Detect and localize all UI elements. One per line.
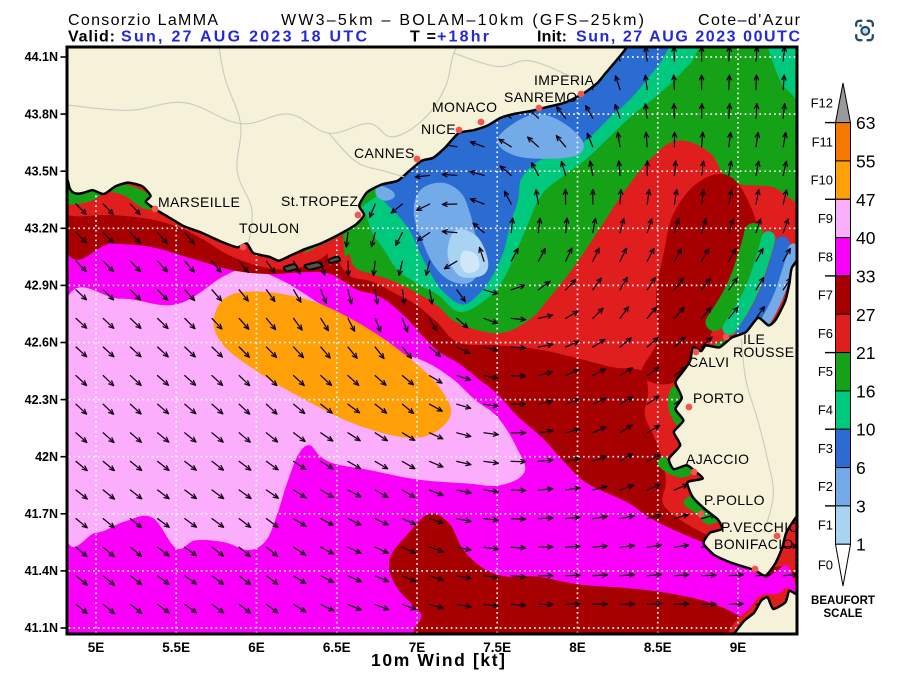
svg-text:St.TROPEZ: St.TROPEZ xyxy=(281,193,359,209)
svg-text:33: 33 xyxy=(856,266,875,286)
svg-text:43.2N: 43.2N xyxy=(25,222,58,236)
svg-text:8E: 8E xyxy=(569,640,586,655)
svg-text:P.VECCHIO: P.VECCHIO xyxy=(721,519,800,535)
svg-text:CALVI: CALVI xyxy=(688,354,729,370)
svg-text:41.7N: 41.7N xyxy=(25,507,58,521)
svg-text:F8: F8 xyxy=(818,249,833,264)
svg-text:Sun, 27 AUG 2023 18 UTC: Sun, 27 AUG 2023 18 UTC xyxy=(121,29,367,46)
svg-text:F12: F12 xyxy=(811,96,833,111)
svg-text:6E: 6E xyxy=(248,640,265,655)
svg-text:F4: F4 xyxy=(818,403,833,418)
svg-text:F6: F6 xyxy=(818,326,833,341)
svg-text:AJACCIO: AJACCIO xyxy=(686,451,749,467)
svg-text:F10: F10 xyxy=(811,173,833,188)
svg-text:Init:: Init: xyxy=(537,29,567,46)
svg-text:6: 6 xyxy=(856,458,866,478)
svg-text:1: 1 xyxy=(856,535,866,555)
svg-text:7.5E: 7.5E xyxy=(483,640,511,655)
svg-text:27: 27 xyxy=(856,305,875,325)
svg-text:ROUSSE: ROUSSE xyxy=(733,344,795,360)
svg-text:PORTO: PORTO xyxy=(693,390,744,406)
svg-text:F0: F0 xyxy=(818,558,833,573)
svg-text:7E: 7E xyxy=(409,640,426,655)
svg-text:16: 16 xyxy=(856,381,875,401)
svg-text:63: 63 xyxy=(856,113,875,133)
svg-text:+18hr: +18hr xyxy=(437,29,489,46)
svg-text:IMPERIA: IMPERIA xyxy=(534,72,595,88)
svg-text:9E: 9E xyxy=(730,640,747,655)
svg-text:Cote–d'Azur: Cote–d'Azur xyxy=(698,12,801,29)
svg-text:NICE: NICE xyxy=(421,121,456,137)
svg-text:TOULON: TOULON xyxy=(239,220,300,236)
svg-text:42N: 42N xyxy=(35,450,58,464)
svg-text:43.5N: 43.5N xyxy=(25,164,58,178)
svg-text:BEAUFORT: BEAUFORT xyxy=(811,595,875,607)
svg-text:43.8N: 43.8N xyxy=(25,107,58,121)
svg-text:3: 3 xyxy=(856,496,866,516)
svg-text:10: 10 xyxy=(856,420,876,440)
svg-text:MONACO: MONACO xyxy=(432,99,497,115)
svg-text:5.5E: 5.5E xyxy=(162,640,190,655)
svg-text:21: 21 xyxy=(856,343,875,363)
svg-text:F3: F3 xyxy=(818,441,833,456)
svg-text:F9: F9 xyxy=(818,211,833,226)
svg-text:44.1N: 44.1N xyxy=(25,50,58,64)
svg-text:F2: F2 xyxy=(818,479,833,494)
svg-text:F1: F1 xyxy=(818,518,833,533)
svg-text:CANNES: CANNES xyxy=(354,145,415,161)
svg-text:5E: 5E xyxy=(88,640,105,655)
svg-text:42.9N: 42.9N xyxy=(25,279,58,293)
svg-text:Consorzio LaMMA: Consorzio LaMMA xyxy=(68,12,218,29)
svg-text:41.1N: 41.1N xyxy=(25,621,58,635)
svg-text:F7: F7 xyxy=(818,288,833,303)
svg-text:P.POLLO: P.POLLO xyxy=(704,492,765,508)
svg-text:Valid:: Valid: xyxy=(68,29,115,46)
svg-text:10m Wind [kt]: 10m Wind [kt] xyxy=(371,650,505,670)
svg-text:ILE: ILE xyxy=(743,331,765,347)
svg-text:55: 55 xyxy=(856,151,875,171)
svg-text:F11: F11 xyxy=(812,134,833,149)
svg-text:42.6N: 42.6N xyxy=(25,336,58,350)
svg-text:MARSEILLE: MARSEILLE xyxy=(158,194,240,210)
svg-text:BONIFACIO: BONIFACIO xyxy=(714,536,794,552)
svg-text:47: 47 xyxy=(856,190,875,210)
svg-text:40: 40 xyxy=(856,228,876,248)
svg-text:SCALE: SCALE xyxy=(824,608,863,620)
svg-text:42.3N: 42.3N xyxy=(25,393,58,407)
svg-text:41.4N: 41.4N xyxy=(25,564,58,578)
svg-text:F5: F5 xyxy=(818,364,833,379)
svg-text:6.5E: 6.5E xyxy=(323,640,351,655)
svg-text:SANREMO: SANREMO xyxy=(504,89,578,105)
svg-text:8.5E: 8.5E xyxy=(644,640,672,655)
